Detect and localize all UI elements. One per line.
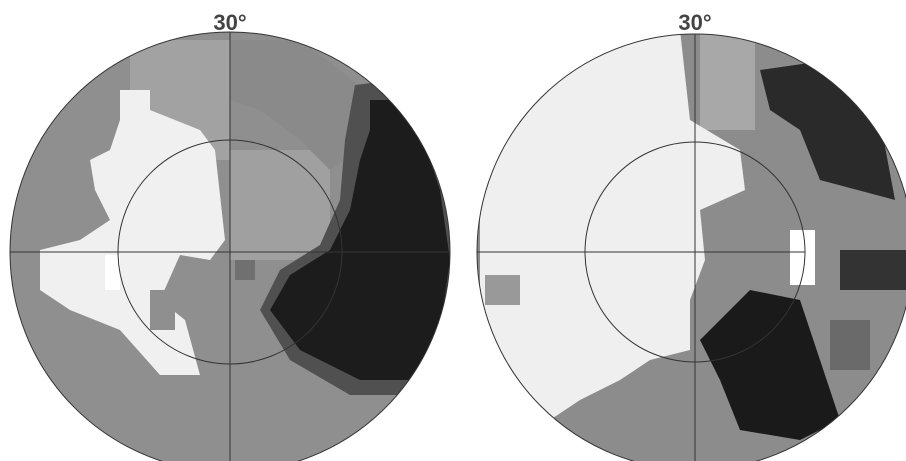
eccentricity-label: 30° [213, 10, 246, 35]
right-greyscale-map [477, 34, 906, 461]
eccentricity-label: 30° [678, 10, 711, 35]
